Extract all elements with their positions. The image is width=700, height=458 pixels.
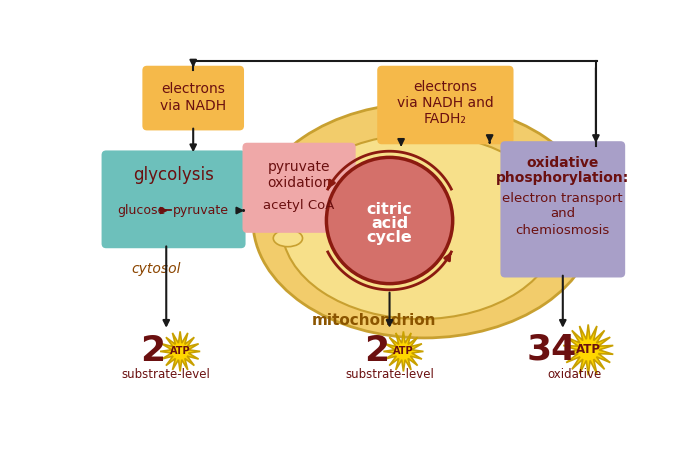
FancyBboxPatch shape xyxy=(377,66,514,144)
Ellipse shape xyxy=(281,134,559,319)
Text: FADH₂: FADH₂ xyxy=(424,112,467,126)
Text: mitochondrion: mitochondrion xyxy=(312,313,436,328)
Ellipse shape xyxy=(273,189,302,206)
Text: ATP: ATP xyxy=(170,346,190,356)
Text: oxidative: oxidative xyxy=(547,368,601,381)
FancyBboxPatch shape xyxy=(142,66,244,131)
Text: electrons: electrons xyxy=(414,80,477,94)
Text: electron transport: electron transport xyxy=(503,192,623,205)
Text: via NADH: via NADH xyxy=(160,99,226,113)
Text: substrate-level: substrate-level xyxy=(122,368,211,381)
Text: acid: acid xyxy=(371,216,408,231)
Text: cytosol: cytosol xyxy=(132,262,181,276)
Text: via NADH and: via NADH and xyxy=(397,96,494,110)
Text: glucose: glucose xyxy=(117,204,165,217)
Text: cycle: cycle xyxy=(367,230,412,245)
Text: 2: 2 xyxy=(364,334,389,368)
Ellipse shape xyxy=(275,208,304,225)
Ellipse shape xyxy=(253,103,596,338)
Text: ATP: ATP xyxy=(575,344,601,356)
Text: phosphorylation:: phosphorylation: xyxy=(496,171,629,185)
Ellipse shape xyxy=(273,230,302,247)
FancyBboxPatch shape xyxy=(102,150,246,248)
Text: citric: citric xyxy=(367,202,412,217)
FancyBboxPatch shape xyxy=(242,143,356,233)
Polygon shape xyxy=(160,332,200,371)
Text: pyruvate: pyruvate xyxy=(268,160,330,174)
Text: ATP: ATP xyxy=(393,346,414,356)
Text: pyruvate: pyruvate xyxy=(173,204,229,217)
Polygon shape xyxy=(564,324,613,375)
Text: oxidative: oxidative xyxy=(526,156,599,170)
Text: 2: 2 xyxy=(141,334,166,368)
Polygon shape xyxy=(384,332,424,371)
Text: glycolysis: glycolysis xyxy=(133,166,214,184)
Text: oxidation: oxidation xyxy=(267,176,331,190)
Text: 34: 34 xyxy=(526,333,576,367)
Text: substrate-level: substrate-level xyxy=(345,368,434,381)
FancyBboxPatch shape xyxy=(500,141,625,278)
Ellipse shape xyxy=(326,158,453,284)
Text: chemiosmosis: chemiosmosis xyxy=(516,224,610,237)
Text: and: and xyxy=(550,207,575,220)
Text: electrons: electrons xyxy=(161,82,225,96)
Text: acetyl CoA: acetyl CoA xyxy=(263,199,335,213)
